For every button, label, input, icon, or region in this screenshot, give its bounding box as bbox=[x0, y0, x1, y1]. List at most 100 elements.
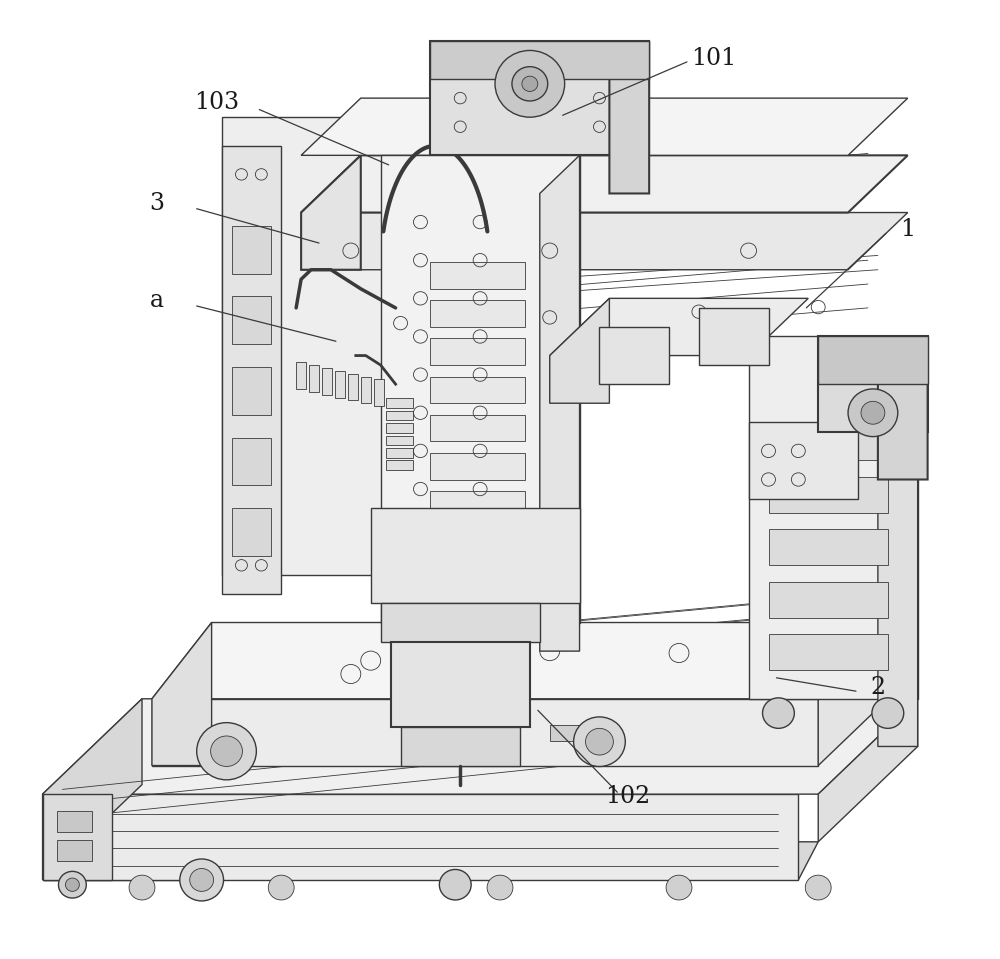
Polygon shape bbox=[769, 581, 888, 618]
Circle shape bbox=[586, 728, 613, 755]
Bar bbox=[430, 491, 525, 518]
Polygon shape bbox=[152, 699, 818, 765]
Polygon shape bbox=[43, 699, 142, 880]
Polygon shape bbox=[769, 477, 888, 513]
Circle shape bbox=[522, 76, 538, 91]
Bar bbox=[57, 840, 92, 861]
Bar bbox=[322, 368, 332, 395]
Polygon shape bbox=[818, 337, 928, 432]
Circle shape bbox=[190, 869, 214, 891]
Circle shape bbox=[197, 723, 256, 780]
Bar bbox=[430, 414, 525, 441]
Text: 1: 1 bbox=[900, 219, 915, 242]
Bar bbox=[430, 567, 525, 594]
Circle shape bbox=[180, 859, 224, 901]
Polygon shape bbox=[749, 337, 918, 699]
Polygon shape bbox=[43, 794, 182, 880]
Circle shape bbox=[65, 878, 79, 891]
Circle shape bbox=[58, 872, 86, 898]
Polygon shape bbox=[769, 424, 888, 460]
Text: a: a bbox=[150, 289, 164, 312]
Polygon shape bbox=[540, 155, 580, 651]
Polygon shape bbox=[599, 327, 669, 385]
Polygon shape bbox=[152, 622, 212, 765]
Polygon shape bbox=[232, 508, 271, 556]
Bar bbox=[430, 300, 525, 327]
Bar bbox=[386, 410, 413, 420]
Bar bbox=[374, 380, 384, 406]
Polygon shape bbox=[232, 296, 271, 344]
Bar bbox=[386, 448, 413, 457]
Polygon shape bbox=[43, 794, 112, 880]
Bar bbox=[430, 262, 525, 289]
Polygon shape bbox=[232, 226, 271, 273]
Polygon shape bbox=[301, 155, 361, 269]
Polygon shape bbox=[381, 155, 580, 622]
Polygon shape bbox=[699, 308, 769, 365]
Circle shape bbox=[487, 876, 513, 900]
Polygon shape bbox=[769, 529, 888, 565]
Bar bbox=[550, 726, 609, 740]
Bar bbox=[430, 339, 525, 365]
Polygon shape bbox=[609, 41, 649, 194]
Polygon shape bbox=[818, 699, 918, 842]
Bar bbox=[386, 398, 413, 408]
Text: 102: 102 bbox=[605, 784, 650, 807]
Polygon shape bbox=[391, 642, 530, 727]
Polygon shape bbox=[222, 117, 401, 574]
Circle shape bbox=[848, 389, 898, 436]
Circle shape bbox=[861, 401, 885, 424]
Circle shape bbox=[666, 876, 692, 900]
Polygon shape bbox=[749, 422, 858, 499]
Circle shape bbox=[763, 698, 794, 728]
Polygon shape bbox=[301, 213, 908, 269]
Bar bbox=[309, 365, 319, 392]
Polygon shape bbox=[878, 337, 918, 746]
Bar bbox=[361, 377, 371, 403]
Bar bbox=[386, 435, 413, 445]
Polygon shape bbox=[182, 842, 818, 880]
Text: 3: 3 bbox=[149, 192, 164, 215]
Polygon shape bbox=[43, 699, 918, 794]
Bar bbox=[430, 529, 525, 556]
Bar bbox=[430, 453, 525, 480]
Polygon shape bbox=[818, 622, 878, 765]
Bar bbox=[57, 811, 92, 832]
Polygon shape bbox=[301, 98, 908, 155]
Circle shape bbox=[268, 876, 294, 900]
Circle shape bbox=[512, 67, 548, 101]
Bar bbox=[348, 374, 358, 400]
Circle shape bbox=[495, 51, 565, 117]
Polygon shape bbox=[550, 298, 609, 403]
Polygon shape bbox=[222, 146, 281, 594]
Text: 2: 2 bbox=[870, 676, 885, 699]
Polygon shape bbox=[43, 794, 798, 823]
Polygon shape bbox=[232, 367, 271, 414]
Polygon shape bbox=[232, 437, 271, 485]
Polygon shape bbox=[769, 634, 888, 670]
Polygon shape bbox=[152, 622, 878, 699]
Polygon shape bbox=[430, 41, 649, 79]
Polygon shape bbox=[550, 298, 808, 356]
Circle shape bbox=[574, 717, 625, 766]
Bar bbox=[296, 363, 306, 389]
Bar bbox=[430, 377, 525, 403]
Text: 101: 101 bbox=[691, 47, 736, 70]
Circle shape bbox=[211, 736, 242, 766]
Bar bbox=[335, 371, 345, 397]
Polygon shape bbox=[301, 155, 908, 213]
Bar bbox=[386, 423, 413, 433]
Polygon shape bbox=[818, 337, 928, 385]
Polygon shape bbox=[401, 727, 520, 765]
Polygon shape bbox=[878, 337, 928, 480]
Polygon shape bbox=[371, 508, 580, 603]
Circle shape bbox=[872, 698, 904, 728]
Polygon shape bbox=[430, 41, 649, 155]
Circle shape bbox=[805, 876, 831, 900]
Polygon shape bbox=[43, 794, 798, 880]
Circle shape bbox=[439, 870, 471, 900]
Text: 103: 103 bbox=[194, 91, 239, 114]
Circle shape bbox=[129, 876, 155, 900]
Polygon shape bbox=[381, 603, 540, 642]
Bar bbox=[386, 460, 413, 470]
